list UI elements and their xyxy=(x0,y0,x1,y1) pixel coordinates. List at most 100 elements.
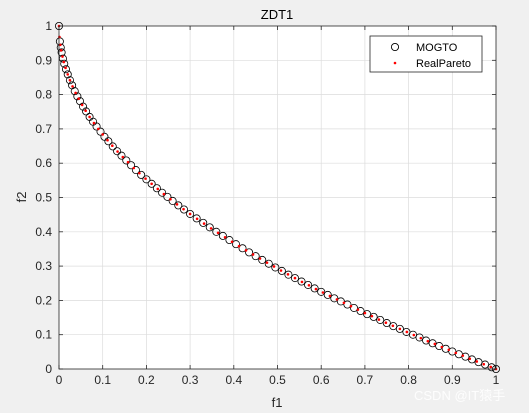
x-tick-label: 0.1 xyxy=(94,373,111,387)
realpareto-point xyxy=(156,187,160,191)
mogto-point xyxy=(65,76,74,85)
mogto-point xyxy=(448,347,457,356)
mogto-point xyxy=(245,248,254,257)
y-tick-label: 0.9 xyxy=(35,53,52,67)
realpareto-point xyxy=(349,304,353,308)
realpareto-point xyxy=(77,97,80,101)
y-tick-label: 0.5 xyxy=(35,191,52,205)
data-layer xyxy=(55,21,500,373)
realpareto-point xyxy=(468,357,472,361)
realpareto-point xyxy=(412,333,416,337)
realpareto-point xyxy=(209,227,213,230)
realpareto-point xyxy=(62,60,66,64)
realpareto-point xyxy=(475,360,479,363)
mogto-point xyxy=(408,330,417,339)
realpareto-point xyxy=(419,336,423,340)
chart-title: ZDT1 xyxy=(261,7,294,22)
realpareto-point xyxy=(66,73,70,76)
mogto-point xyxy=(395,324,404,333)
realpareto-point xyxy=(370,314,374,318)
realpareto-point xyxy=(64,66,67,70)
mogto-point xyxy=(271,263,280,272)
mogto-point xyxy=(356,307,365,316)
realpareto-point xyxy=(195,217,199,221)
watermark: CSDN @IT猿手 xyxy=(414,388,505,403)
mogto-point xyxy=(467,355,476,364)
mogto-point xyxy=(108,142,117,151)
mogto-point xyxy=(297,277,306,286)
mogto-point xyxy=(63,70,72,79)
realpareto-point xyxy=(138,171,141,175)
realpareto-point xyxy=(71,85,74,88)
realpareto-point xyxy=(405,330,409,334)
realpareto-point xyxy=(398,327,402,331)
mogto-point xyxy=(382,319,391,328)
realpareto-point xyxy=(328,294,332,298)
mogto-point xyxy=(73,92,82,101)
mogto-point xyxy=(218,231,227,240)
mogto-point xyxy=(70,87,79,96)
mogto-point xyxy=(158,188,167,197)
realpareto-point xyxy=(121,155,125,159)
mogto-point xyxy=(225,236,234,245)
realpareto-point xyxy=(132,166,136,170)
mogto-point xyxy=(192,214,201,223)
x-tick-label: 0 xyxy=(56,373,63,387)
realpareto-point xyxy=(300,280,304,284)
realpareto-point xyxy=(88,115,91,119)
realpareto-point xyxy=(307,284,311,287)
realpareto-point xyxy=(265,261,269,264)
realpareto-point xyxy=(162,192,166,196)
mogto-point xyxy=(428,339,437,348)
realpareto-point xyxy=(202,222,206,225)
y-tick-label: 0.8 xyxy=(35,88,52,102)
x-tick-label: 0.4 xyxy=(225,373,242,387)
realpareto-point xyxy=(321,291,325,294)
mogto-point xyxy=(363,310,372,319)
mogto-point xyxy=(127,161,136,170)
mogto-point xyxy=(205,223,214,232)
mogto-point xyxy=(251,252,260,261)
series-mogto xyxy=(55,21,500,373)
realpareto-point xyxy=(97,127,100,131)
mogto-point xyxy=(461,352,470,361)
mogto-point xyxy=(168,196,177,205)
realpareto-point xyxy=(150,182,153,186)
realpareto-point xyxy=(356,308,360,311)
realpareto-point xyxy=(92,121,96,125)
y-tick-label: 0.2 xyxy=(35,293,52,307)
realpareto-point xyxy=(342,301,346,305)
mogto-point xyxy=(238,244,247,253)
realpareto-point xyxy=(68,78,72,82)
realpareto-point xyxy=(74,91,77,95)
mogto-point xyxy=(435,342,444,351)
realpareto-point xyxy=(101,133,104,136)
mogto-point xyxy=(290,274,299,283)
realpareto-point xyxy=(106,138,109,142)
legend: MOGTO RealPareto xyxy=(369,35,483,73)
legend-box xyxy=(369,35,483,73)
realpareto-point xyxy=(447,348,451,352)
mogto-point xyxy=(389,322,398,331)
mogto-point xyxy=(61,65,70,74)
mogto-point xyxy=(481,360,490,369)
mogto-point xyxy=(231,240,240,249)
legend-marker-realpareto xyxy=(393,61,397,65)
realpareto-point xyxy=(126,160,130,164)
series-realpareto xyxy=(57,24,498,371)
realpareto-point xyxy=(188,212,192,216)
mogto-point xyxy=(402,327,411,336)
realpareto-point xyxy=(251,253,255,256)
mogto-point xyxy=(277,266,286,275)
realpareto-point xyxy=(59,43,62,47)
realpareto-point xyxy=(377,318,381,321)
realpareto-point xyxy=(244,249,248,252)
realpareto-point xyxy=(293,276,297,280)
mogto-point xyxy=(284,270,293,279)
mogto-point xyxy=(152,184,161,193)
mogto-point xyxy=(317,287,326,296)
y-tick-label: 0.7 xyxy=(35,122,52,136)
y-tick-label: 0 xyxy=(45,362,52,376)
mogto-point xyxy=(336,297,345,306)
